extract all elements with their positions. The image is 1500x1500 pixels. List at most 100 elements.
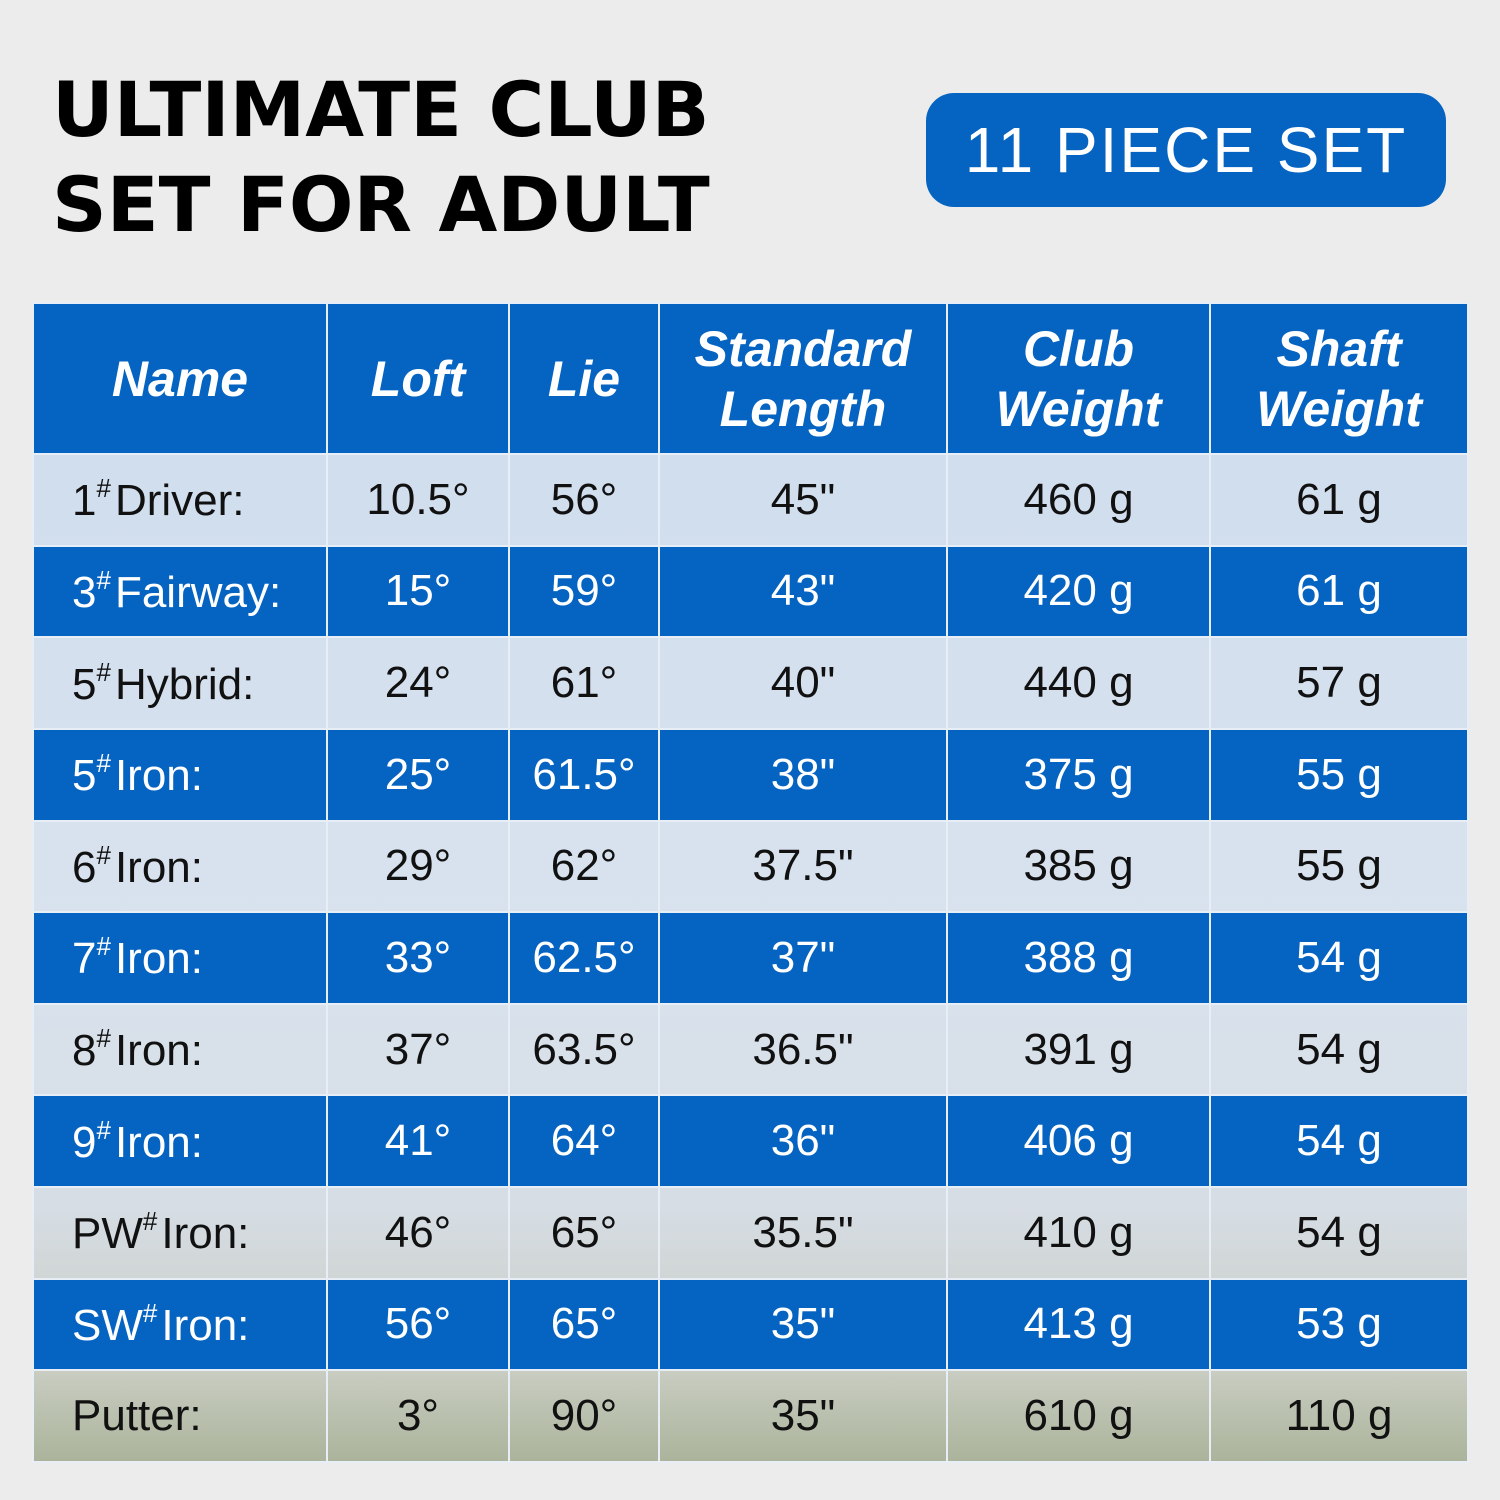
cell-length: 35.5" bbox=[658, 1186, 948, 1280]
header-club-weight: Club Weight bbox=[946, 302, 1211, 455]
club-type: Putter: bbox=[72, 1391, 202, 1441]
club-number-mark: # bbox=[96, 1023, 111, 1054]
cell-lie: 64° bbox=[508, 1094, 660, 1188]
cell-club-weight: 420 g bbox=[946, 544, 1211, 639]
table-row: Putter: 3° 90° 35" 610 g 110 g bbox=[32, 1369, 1469, 1463]
club-type: Iron: bbox=[114, 842, 203, 892]
page-title: ULTIMATE CLUB SET FOR ADULT bbox=[52, 62, 710, 252]
club-type: Iron: bbox=[161, 1300, 250, 1350]
header-line-1: Shaft bbox=[1276, 320, 1402, 377]
cell-club-weight: 440 g bbox=[946, 636, 1211, 730]
table-row: 5#Iron: 25° 61.5° 38" 375 g 55 g bbox=[32, 727, 1469, 822]
cell-club-weight: 460 g bbox=[946, 453, 1211, 547]
cell-shaft-weight: 61 g bbox=[1209, 453, 1469, 547]
table-row: 9#Iron: 41° 64° 36" 406 g 54 g bbox=[32, 1094, 1469, 1188]
club-type: Iron: bbox=[114, 934, 203, 984]
club-number: SW bbox=[72, 1300, 143, 1350]
cell-name: 8#Iron: bbox=[32, 1002, 328, 1097]
header-line-1: Lie bbox=[547, 350, 621, 407]
cell-name: 5#Hybrid: bbox=[32, 636, 328, 730]
table-row: PW#Iron: 46° 65° 35.5" 410 g 54 g bbox=[32, 1186, 1469, 1280]
club-number: 5 bbox=[72, 751, 97, 801]
club-type: Iron: bbox=[114, 1117, 203, 1167]
club-number-mark: # bbox=[96, 656, 111, 687]
cell-loft: 41° bbox=[326, 1094, 510, 1188]
cell-name: 1#Driver: bbox=[32, 453, 328, 547]
cell-length: 36" bbox=[658, 1094, 948, 1188]
cell-loft: 46° bbox=[326, 1186, 510, 1280]
cell-name: PW#Iron: bbox=[32, 1186, 328, 1280]
cell-loft: 3° bbox=[326, 1369, 510, 1463]
cell-club-weight: 413 g bbox=[946, 1277, 1211, 1372]
cell-lie: 61.5° bbox=[508, 727, 660, 822]
club-type: Driver: bbox=[114, 476, 245, 526]
cell-lie: 63.5° bbox=[508, 1002, 660, 1097]
cell-name: Putter: bbox=[32, 1369, 328, 1463]
cell-lie: 90° bbox=[508, 1369, 660, 1463]
cell-length: 36.5" bbox=[658, 1002, 948, 1097]
cell-club-weight: 385 g bbox=[946, 819, 1211, 914]
cell-length: 37" bbox=[658, 911, 948, 1005]
header-line-1: Standard bbox=[694, 320, 912, 377]
club-number: 6 bbox=[72, 842, 97, 892]
club-type: Fairway: bbox=[114, 567, 282, 617]
cell-lie: 59° bbox=[508, 544, 660, 639]
club-number-mark: # bbox=[142, 1297, 158, 1328]
cell-name: 5#Iron: bbox=[32, 727, 328, 822]
cell-shaft-weight: 110 g bbox=[1209, 1369, 1469, 1463]
cell-shaft-weight: 55 g bbox=[1209, 727, 1469, 822]
cell-shaft-weight: 55 g bbox=[1209, 819, 1469, 914]
club-number: 3 bbox=[72, 567, 97, 617]
club-number: 5 bbox=[72, 659, 97, 709]
cell-name: 9#Iron: bbox=[32, 1094, 328, 1188]
cell-lie: 62° bbox=[508, 819, 660, 914]
title-line-1: ULTIMATE CLUB bbox=[52, 65, 710, 154]
header-loft: Loft bbox=[326, 302, 510, 455]
cell-length: 35" bbox=[658, 1277, 948, 1372]
cell-length: 43" bbox=[658, 544, 948, 639]
cell-shaft-weight: 53 g bbox=[1209, 1277, 1469, 1372]
header-name: Name bbox=[32, 302, 328, 455]
club-number-mark: # bbox=[96, 931, 111, 962]
header-shaft-weight: Shaft Weight bbox=[1209, 302, 1469, 455]
cell-club-weight: 388 g bbox=[946, 911, 1211, 1005]
cell-shaft-weight: 54 g bbox=[1209, 1002, 1469, 1097]
table-row: 6#Iron: 29° 62° 37.5" 385 g 55 g bbox=[32, 819, 1469, 914]
cell-shaft-weight: 61 g bbox=[1209, 544, 1469, 639]
club-number: 7 bbox=[72, 934, 97, 984]
cell-length: 35" bbox=[658, 1369, 948, 1463]
piece-count-badge: 11 PIECE SET bbox=[926, 93, 1446, 207]
club-number-mark: # bbox=[96, 473, 111, 504]
cell-loft: 37° bbox=[326, 1002, 510, 1097]
cell-name: 3#Fairway: bbox=[32, 544, 328, 639]
cell-club-weight: 391 g bbox=[946, 1002, 1211, 1097]
cell-name: 7#Iron: bbox=[32, 911, 328, 1005]
cell-lie: 61° bbox=[508, 636, 660, 730]
cell-club-weight: 410 g bbox=[946, 1186, 1211, 1280]
header-line-2: Weight bbox=[1256, 380, 1422, 437]
cell-club-weight: 375 g bbox=[946, 727, 1211, 822]
header-standard-length: Standard Length bbox=[658, 302, 948, 455]
cell-shaft-weight: 54 g bbox=[1209, 1094, 1469, 1188]
table-row: 7#Iron: 33° 62.5° 37" 388 g 54 g bbox=[32, 911, 1469, 1005]
cell-club-weight: 406 g bbox=[946, 1094, 1211, 1188]
specs-table-container: Name Loft Lie Standard Length Club Weight Shaft… bbox=[32, 302, 1469, 1463]
header-line-2: Length bbox=[719, 380, 887, 437]
club-number: PW bbox=[72, 1209, 143, 1259]
cell-length: 37.5" bbox=[658, 819, 948, 914]
club-type: Iron: bbox=[114, 1026, 203, 1076]
cell-name: SW#Iron: bbox=[32, 1277, 328, 1372]
cell-loft: 10.5° bbox=[326, 453, 510, 547]
table-header-row: Name Loft Lie Standard Length Club Weight Shaft… bbox=[32, 302, 1469, 455]
cell-length: 40" bbox=[658, 636, 948, 730]
club-number: 1 bbox=[72, 476, 97, 526]
cell-loft: 25° bbox=[326, 727, 510, 822]
cell-loft: 24° bbox=[326, 636, 510, 730]
cell-lie: 62.5° bbox=[508, 911, 660, 1005]
club-number-mark: # bbox=[96, 748, 111, 779]
club-specs-table: Name Loft Lie Standard Length Club Weight Shaft… bbox=[32, 302, 1469, 1463]
cell-club-weight: 610 g bbox=[946, 1369, 1211, 1463]
cell-name: 6#Iron: bbox=[32, 819, 328, 914]
header-lie: Lie bbox=[508, 302, 660, 455]
club-type: Iron: bbox=[161, 1209, 250, 1259]
